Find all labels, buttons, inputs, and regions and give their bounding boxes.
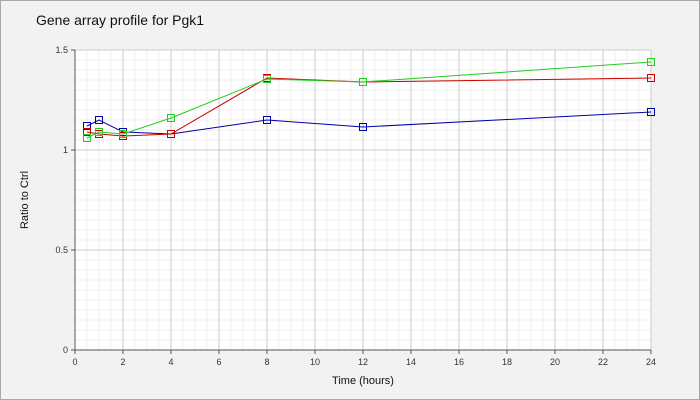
data-point-marker <box>95 116 103 124</box>
x-tick-label: 10 <box>310 357 320 367</box>
series-layer <box>83 58 655 142</box>
x-tick-label: 18 <box>502 357 512 367</box>
data-point-marker <box>95 128 103 136</box>
y-axis-label: Ratio to Ctrl <box>19 171 31 229</box>
data-point-marker <box>359 123 367 131</box>
series-green <box>83 58 655 142</box>
x-tick-label: 20 <box>550 357 560 367</box>
x-tick-label: 6 <box>216 357 221 367</box>
data-point-marker <box>83 122 91 130</box>
y-tick-label: 1.5 <box>55 45 68 55</box>
y-tick-label: 0 <box>63 345 68 355</box>
x-axis-label: Time (hours) <box>332 375 394 387</box>
y-tick-label: 0.5 <box>55 245 68 255</box>
data-point-marker <box>83 128 91 136</box>
data-point-marker <box>167 114 175 122</box>
y-tick-label: 1 <box>63 145 68 155</box>
data-point-marker <box>119 130 127 138</box>
data-point-marker <box>647 108 655 116</box>
x-tick-label: 22 <box>598 357 608 367</box>
data-point-marker <box>167 130 175 138</box>
data-point-marker <box>647 58 655 66</box>
data-point-marker <box>263 116 271 124</box>
x-tick-label: 0 <box>72 357 77 367</box>
x-tick-label: 16 <box>454 357 464 367</box>
x-tick-label: 14 <box>406 357 416 367</box>
chart-title: Gene array profile for Pgk1 <box>36 12 204 28</box>
x-tick-label: 24 <box>646 357 656 367</box>
series-line <box>86 61 652 139</box>
data-point-marker <box>359 78 367 86</box>
data-point-marker <box>263 75 271 83</box>
data-point-marker <box>83 134 91 142</box>
data-point-marker <box>647 74 655 82</box>
y-axis-ticks: 0 0.5 1 1.5 <box>55 45 75 355</box>
x-tick-label: 4 <box>168 357 173 367</box>
x-tick-label: 12 <box>358 357 368 367</box>
x-tick-label: 8 <box>264 357 269 367</box>
x-axis-ticks: 0 2 4 6 8 10 12 14 16 18 20 22 24 <box>72 350 656 367</box>
x-tick-label: 2 <box>120 357 125 367</box>
major-grid <box>75 49 652 350</box>
